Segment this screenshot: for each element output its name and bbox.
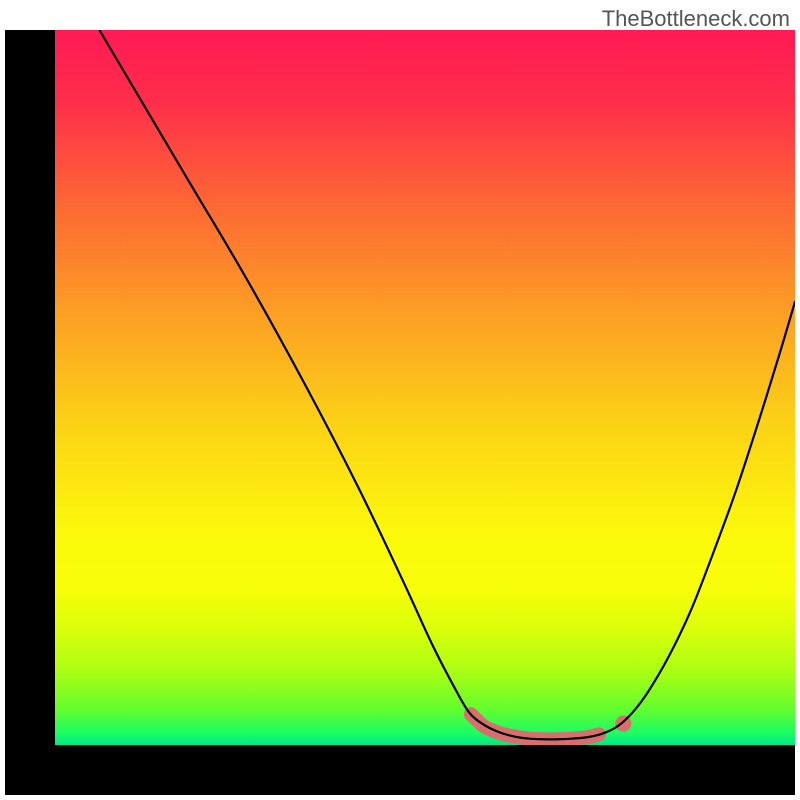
gradient-background: [55, 30, 795, 745]
chart-svg: [55, 30, 795, 745]
highlight-dot: [615, 716, 631, 732]
chart-container: TheBottleneck.com: [0, 0, 800, 800]
chart-frame: [5, 30, 795, 795]
plot-area: [55, 30, 795, 745]
watermark-text: TheBottleneck.com: [602, 6, 790, 32]
